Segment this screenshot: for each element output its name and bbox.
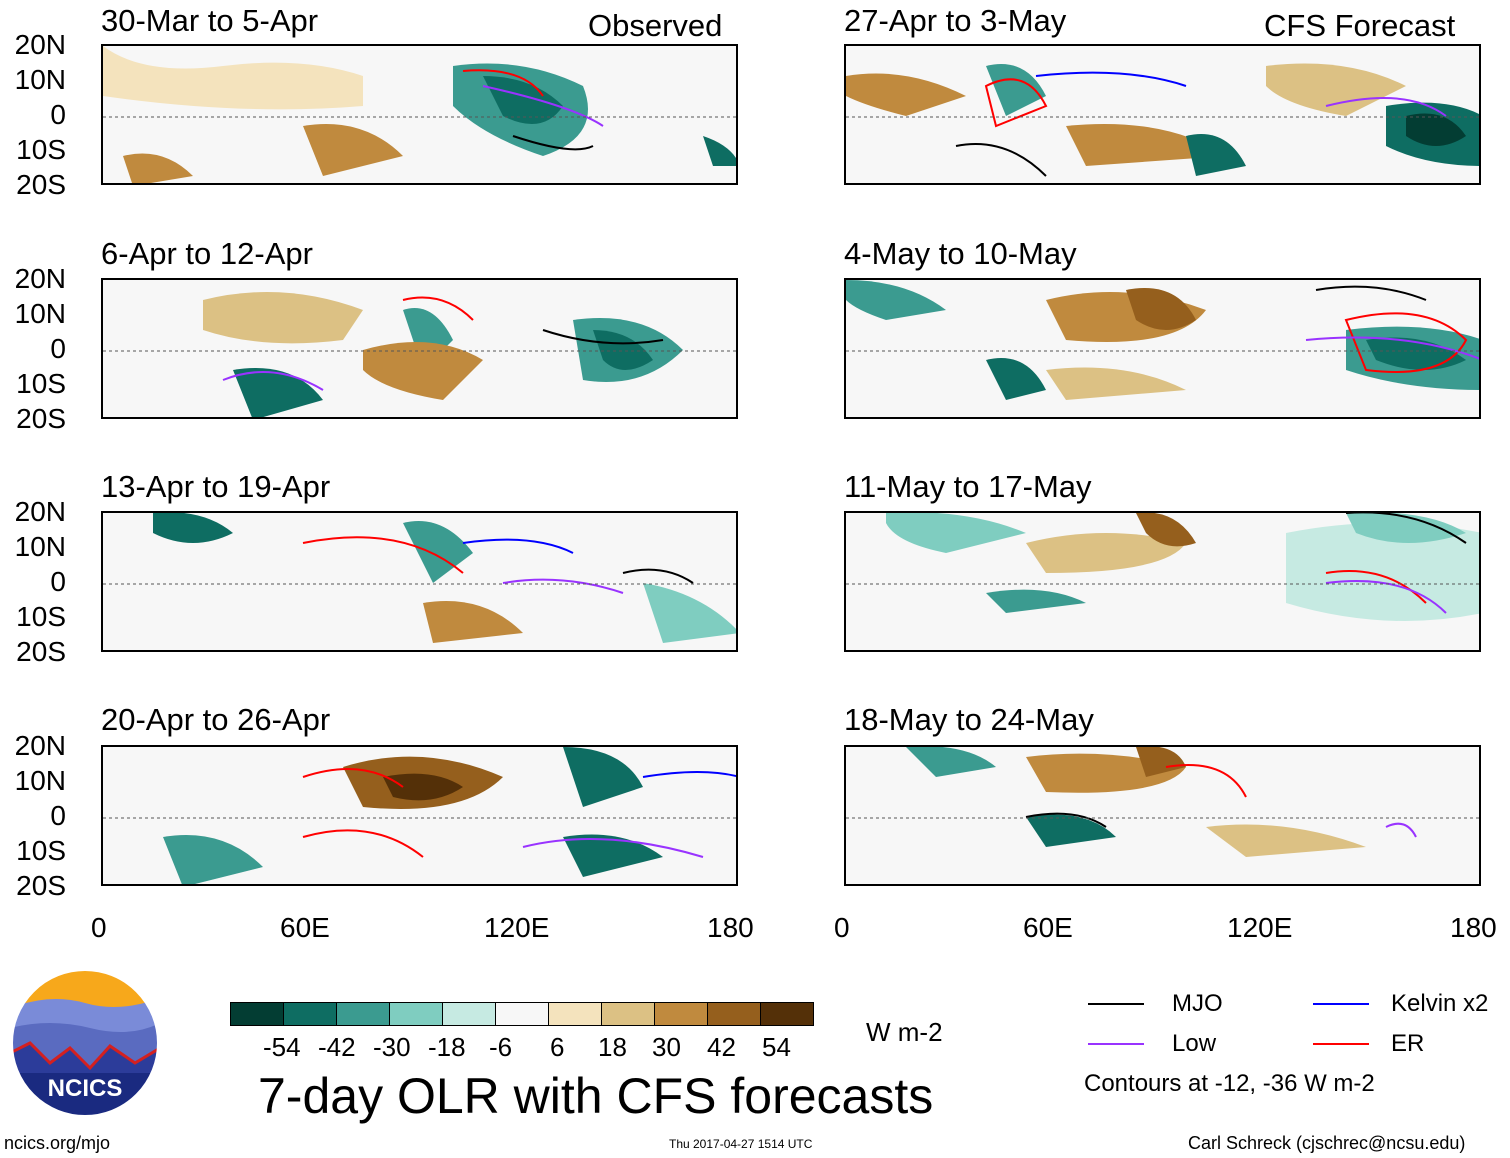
colorbar-label: -6 — [489, 1032, 513, 1062]
panel-title-observed-4: 20-Apr to 26-Apr — [101, 702, 331, 737]
lon-label: 120E — [1227, 912, 1293, 943]
legend-line-low — [1088, 1043, 1144, 1045]
panel-title-forecast-2: 4-May to 10-May — [844, 236, 1077, 271]
lat-label: 10N — [14, 64, 66, 95]
lat-label: 20N — [14, 496, 66, 527]
colorbar-swatch — [230, 1002, 284, 1026]
colorbar-label: -18 — [428, 1032, 466, 1062]
lat-label: 10N — [14, 298, 66, 329]
footer-url[interactable]: ncics.org/mjo — [4, 1133, 111, 1153]
lon-label: 0 — [91, 912, 107, 943]
lat-label: 20S — [16, 870, 66, 901]
map-panel-observed-2 — [101, 278, 738, 419]
lat-label: 0 — [50, 99, 66, 130]
olr-field — [103, 292, 736, 417]
lat-label: 10S — [16, 601, 66, 632]
observed-column-label: Observed — [588, 8, 723, 43]
colorbar-swatch — [760, 1002, 814, 1026]
panel-title-observed-1: 30-Mar to 5-Apr — [101, 3, 319, 38]
lat-label: 10S — [16, 835, 66, 866]
colorbar-swatch — [389, 1002, 443, 1026]
lon-label: 60E — [280, 912, 330, 943]
lon-label: 180 — [707, 912, 754, 943]
colorbar-label: 54 — [762, 1032, 791, 1062]
legend-label-low: Low — [1172, 1030, 1217, 1057]
legend-line-mjo — [1088, 1003, 1144, 1005]
lat-label: 10N — [14, 531, 66, 562]
panel-title-forecast-4: 18-May to 24-May — [844, 702, 1094, 737]
contour-note: Contours at -12, -36 W m-2 — [1084, 1070, 1375, 1097]
lat-label: 20S — [16, 403, 66, 434]
olr-field — [846, 280, 1479, 400]
legend-label-kelvin: Kelvin x2 — [1391, 990, 1489, 1017]
colorbar-label: -54 — [263, 1032, 301, 1062]
lat-label: 10S — [16, 368, 66, 399]
lat-label: 20N — [14, 730, 66, 761]
lon-label: 0 — [834, 912, 850, 943]
lat-label: 10S — [16, 134, 66, 165]
legend-label-mjo: MJO — [1172, 990, 1223, 1017]
lat-label: 0 — [50, 800, 66, 831]
colorbar-label: 30 — [652, 1032, 681, 1062]
olr-field — [103, 513, 736, 643]
colorbar-swatch — [442, 1002, 496, 1026]
footer-timestamp: Thu 2017-04-27 1514 UTC — [669, 1137, 813, 1151]
colorbar-swatch — [495, 1002, 549, 1026]
colorbar-swatch — [654, 1002, 708, 1026]
panel-title-forecast-3: 11-May to 17-May — [844, 469, 1092, 504]
lon-label: 180 — [1450, 912, 1497, 943]
legend-label-er: ER — [1391, 1030, 1425, 1057]
colorbar-label: 18 — [598, 1032, 627, 1062]
map-panel-observed-1 — [101, 44, 738, 185]
colorbar-swatch — [601, 1002, 655, 1026]
olr-field — [846, 747, 1479, 857]
map-panel-forecast-3 — [844, 511, 1481, 652]
lat-label: 20N — [14, 29, 66, 60]
main-title: 7-day OLR with CFS forecasts — [258, 1068, 934, 1124]
lon-label: 60E — [1023, 912, 1073, 943]
panel-title-observed-2: 6-Apr to 12-Apr — [101, 236, 313, 271]
map-panel-forecast-1 — [844, 44, 1481, 185]
map-panel-observed-3 — [101, 511, 738, 652]
forecast-column-label: CFS Forecast — [1264, 8, 1456, 43]
olr-field — [103, 747, 736, 884]
map-panel-forecast-2 — [844, 278, 1481, 419]
lat-label: 0 — [50, 566, 66, 597]
colorbar-label: -30 — [373, 1032, 411, 1062]
colorbar-label: -42 — [318, 1032, 356, 1062]
colorbar-label: 6 — [550, 1032, 565, 1062]
olr-field — [846, 63, 1479, 177]
lon-label: 120E — [484, 912, 550, 943]
lat-label: 20S — [16, 169, 66, 200]
footer-credit: Carl Schreck (cjschrec@ncsu.edu) — [1188, 1133, 1466, 1153]
colorbar-swatch — [283, 1002, 337, 1026]
map-panel-forecast-4 — [844, 745, 1481, 886]
lat-label: 0 — [50, 333, 66, 364]
colorbar-swatch — [548, 1002, 602, 1026]
legend-line-er — [1313, 1043, 1369, 1045]
map-panel-observed-4 — [101, 745, 738, 886]
ncics-logo: NCICS — [11, 969, 159, 1117]
lat-label: 20S — [16, 636, 66, 667]
legend-line-kelvin — [1313, 1003, 1369, 1005]
panel-title-observed-3: 13-Apr to 19-Apr — [101, 469, 331, 504]
panel-title-forecast-1: 27-Apr to 3-May — [844, 3, 1067, 38]
logo-text: NCICS — [48, 1075, 123, 1102]
lat-label: 20N — [14, 263, 66, 294]
colorbar — [230, 1002, 814, 1026]
colorbar-swatch — [707, 1002, 761, 1026]
colorbar-unit: W m-2 — [866, 1017, 943, 1047]
lat-label: 10N — [14, 765, 66, 796]
colorbar-swatch — [336, 1002, 390, 1026]
olr-field — [103, 46, 736, 183]
colorbar-label: 42 — [707, 1032, 736, 1062]
olr-field — [846, 513, 1479, 621]
